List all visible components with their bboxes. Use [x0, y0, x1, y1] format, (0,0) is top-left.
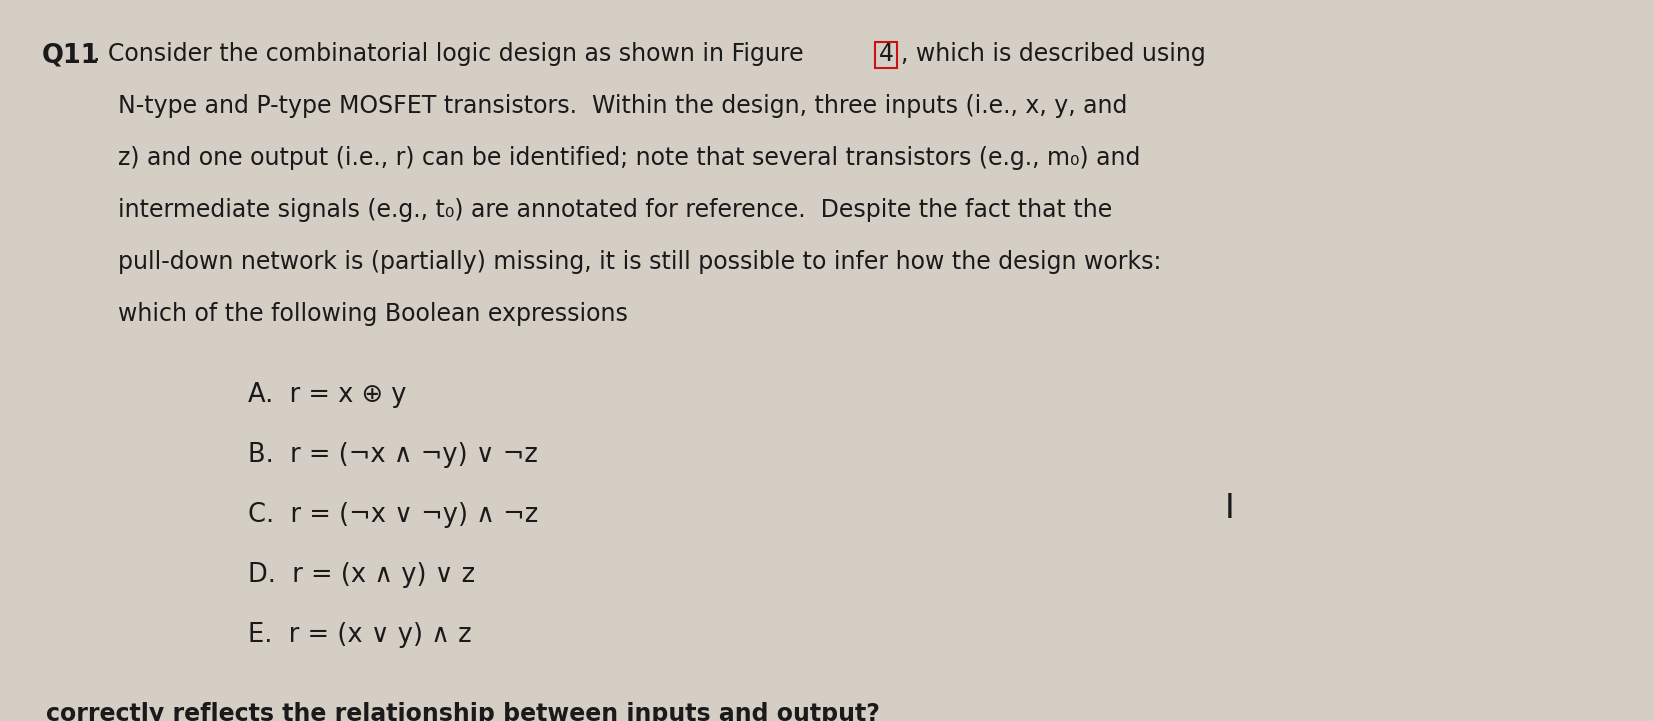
- Text: A.  r = x ⊕ y: A. r = x ⊕ y: [248, 382, 407, 408]
- Text: Q11: Q11: [41, 42, 99, 68]
- Text: z) and one output (i.e., r) can be identified; note that several transistors (e.: z) and one output (i.e., r) can be ident…: [117, 146, 1140, 170]
- Text: 4: 4: [878, 42, 893, 66]
- Text: N-type and P-type MOSFET transistors.  Within the design, three inputs (i.e., x,: N-type and P-type MOSFET transistors. Wi…: [117, 94, 1128, 118]
- Text: which of the following Boolean expressions: which of the following Boolean expressio…: [117, 302, 629, 326]
- Text: correctly reflects the relationship between inputs and output?: correctly reflects the relationship betw…: [46, 702, 880, 721]
- Text: B.  r = (¬x ∧ ¬y) ∨ ¬z: B. r = (¬x ∧ ¬y) ∨ ¬z: [248, 442, 538, 468]
- Text: C.  r = (¬x ∨ ¬y) ∧ ¬z: C. r = (¬x ∨ ¬y) ∧ ¬z: [248, 502, 538, 528]
- Text: intermediate signals (e.g., t₀) are annotated for reference.  Despite the fact t: intermediate signals (e.g., t₀) are anno…: [117, 198, 1111, 222]
- Text: pull-down network is (partially) missing, it is still possible to infer how the : pull-down network is (partially) missing…: [117, 250, 1161, 274]
- Text: . Consider the combinatorial logic design as shown in Figure: . Consider the combinatorial logic desig…: [93, 42, 810, 66]
- Text: , which is described using: , which is described using: [901, 42, 1206, 66]
- Text: I: I: [1226, 492, 1236, 525]
- Bar: [875, 42, 896, 68]
- Text: E.  r = (x ∨ y) ∧ z: E. r = (x ∨ y) ∧ z: [248, 622, 471, 648]
- Text: D.  r = (x ∧ y) ∨ z: D. r = (x ∧ y) ∨ z: [248, 562, 475, 588]
